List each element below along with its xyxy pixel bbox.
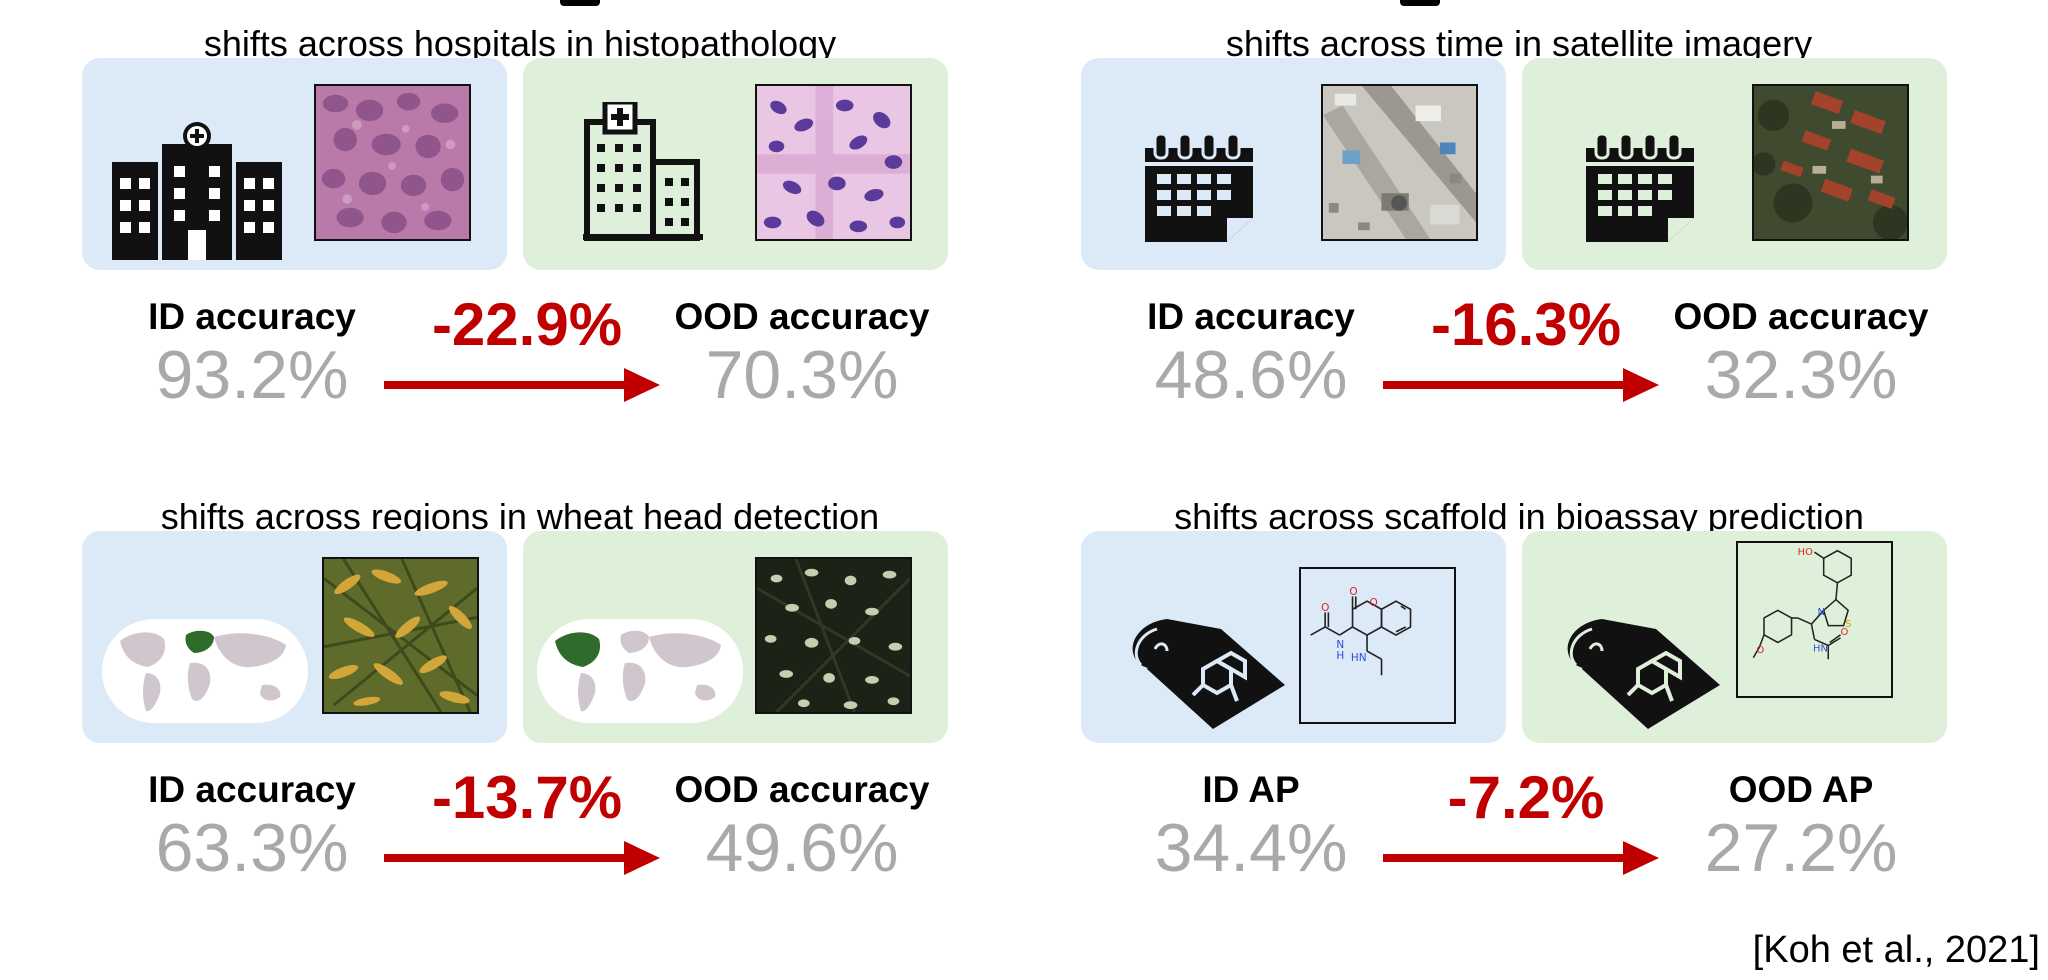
panel-bioassay: shifts across scaffold in bioassay predi… xyxy=(1081,497,1957,957)
satellite-image-id xyxy=(1321,84,1478,241)
ood-metric-label: OOD accuracy xyxy=(1673,296,1929,337)
panel-satellite: shifts across time in satellite imagery xyxy=(1081,24,1957,484)
molecular-scaffold-icon xyxy=(1132,619,1285,729)
histopathology-patch-id xyxy=(314,84,471,241)
arrow-right-icon xyxy=(1383,368,1659,402)
id-metric-value: 63.3% xyxy=(155,810,349,886)
hospital-icon xyxy=(583,102,703,241)
id-metric-label: ID AP xyxy=(1202,769,1300,810)
panel-title: shifts across time in satellite imagery xyxy=(1225,23,1813,64)
molecule-structure-ood: HO O O N HN S xyxy=(1736,541,1893,698)
performance-drop: -7.2% xyxy=(1447,764,1605,831)
ood-metric-value: 32.3% xyxy=(1704,337,1898,413)
id-metric-label: ID accuracy xyxy=(148,769,356,810)
molecule-atom: HN xyxy=(1351,652,1367,664)
id-domain-box xyxy=(82,58,507,270)
satellite-image-ood xyxy=(1752,84,1909,241)
ood-metric-value: 49.6% xyxy=(705,810,899,886)
ood-domain-box: HO O O N HN S xyxy=(1522,531,1947,743)
panel-histopathology: shifts across hospitals in histopatholog… xyxy=(82,24,958,484)
ood-metric-label: OOD accuracy xyxy=(674,296,930,337)
molecule-atom: H xyxy=(1336,650,1344,662)
ood-domain-box xyxy=(523,58,948,270)
id-domain-box xyxy=(1081,58,1506,270)
ood-domain-box xyxy=(523,531,948,743)
wheat-field-image-id xyxy=(322,557,479,714)
molecule-atom: O xyxy=(1756,645,1764,656)
performance-drop: -16.3% xyxy=(1430,291,1622,358)
molecule-atom: N xyxy=(1336,639,1344,651)
arrow-right-icon xyxy=(384,841,660,875)
molecule-atom: HN xyxy=(1813,644,1828,655)
panel-title: shifts across hospitals in histopatholog… xyxy=(203,23,837,64)
molecule-atom: O xyxy=(1349,586,1357,598)
calendar-icon xyxy=(1145,134,1253,242)
molecule-atom: O xyxy=(1369,597,1377,609)
performance-drop: -13.7% xyxy=(431,764,623,831)
histopathology-patch-ood xyxy=(755,84,912,241)
panel-title: shifts across scaffold in bioassay predi… xyxy=(1174,496,1864,537)
citation: [Koh et al., 2021] xyxy=(1752,929,2040,971)
ood-metric-label: OOD accuracy xyxy=(674,769,930,810)
ood-domain-box xyxy=(1522,58,1947,270)
calendar-icon xyxy=(1586,134,1694,242)
world-map-icon xyxy=(102,619,308,723)
id-metric-value: 48.6% xyxy=(1154,337,1348,413)
ood-metric-value: 70.3% xyxy=(705,337,899,413)
top-title-clipped xyxy=(0,0,2048,6)
molecule-atom: O xyxy=(1321,602,1329,614)
ood-metric-value: 27.2% xyxy=(1704,810,1898,886)
id-metric-label: ID accuracy xyxy=(148,296,356,337)
performance-drop: -22.9% xyxy=(431,291,623,358)
molecule-atom: N xyxy=(1818,607,1825,618)
arrow-right-icon xyxy=(1383,841,1659,875)
ood-metric-label: OOD AP xyxy=(1728,769,1874,810)
panel-wheat: shifts across regions in wheat head dete… xyxy=(82,497,958,957)
molecular-scaffold-icon xyxy=(1567,619,1720,729)
molecule-atom: HO xyxy=(1798,547,1813,558)
id-metric-label: ID accuracy xyxy=(1147,296,1355,337)
id-metric-value: 93.2% xyxy=(155,337,349,413)
molecule-atom: O xyxy=(1841,627,1849,638)
wheat-field-image-ood xyxy=(755,557,912,714)
id-domain-box: O O O N H HN xyxy=(1081,531,1506,743)
world-map-icon xyxy=(537,619,743,723)
molecule-structure-id: O O O N H HN xyxy=(1299,567,1456,724)
panel-title: shifts across regions in wheat head dete… xyxy=(160,496,880,537)
id-metric-value: 34.4% xyxy=(1154,810,1348,886)
molecule-atom: S xyxy=(1845,619,1851,630)
hospital-icon xyxy=(112,122,282,260)
id-domain-box xyxy=(82,531,507,743)
arrow-right-icon xyxy=(384,368,660,402)
